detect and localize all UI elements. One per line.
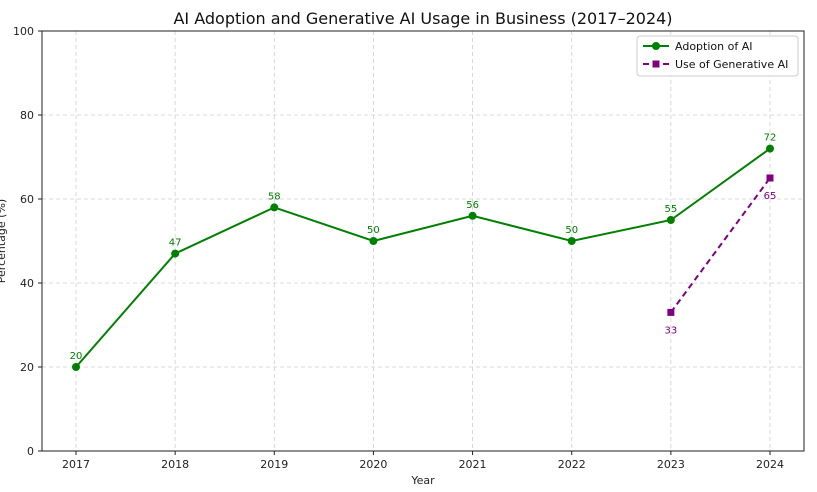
x-tick-label: 2024 (756, 458, 784, 471)
plot-area (42, 31, 804, 451)
x-tick-label: 2017 (62, 458, 90, 471)
data-point (666, 216, 675, 224)
y-tick-label: 20 (20, 361, 34, 374)
data-point (468, 211, 477, 220)
data-label: 50 (565, 225, 578, 236)
data-label: 47 (169, 238, 182, 249)
legend-item: Adoption of AI (643, 40, 752, 53)
plot-frame (41, 30, 805, 452)
data-point (72, 363, 80, 371)
legend-box (636, 35, 799, 77)
data-label: 72 (764, 133, 777, 144)
x-axis-title: Year (410, 474, 435, 487)
x-tick-label: 2018 (161, 458, 189, 471)
x-tick-label: 2019 (260, 458, 288, 471)
legend-marker (652, 60, 660, 68)
x-tick-label: 2023 (657, 458, 685, 471)
data-label: 20 (70, 351, 83, 362)
y-tick-label: 80 (20, 109, 34, 122)
data-point (667, 308, 675, 316)
legend-label: Use of Generative AI (675, 58, 788, 71)
data-label: 65 (764, 191, 777, 202)
legend: Adoption of AI Use of Generative AI (636, 35, 799, 77)
y-tick-label: 0 (27, 445, 34, 458)
data-point (369, 237, 378, 245)
y-tick-label: 100 (13, 25, 34, 38)
data-label: 56 (466, 200, 479, 211)
data-point (171, 249, 180, 258)
series-line (75, 147, 771, 368)
series-0: 20 47 58 50 56 50 55 72 (70, 133, 777, 371)
data-label: 55 (664, 204, 677, 215)
x-tick-label: 2022 (558, 458, 586, 471)
y-axis-ticks: 0 20 40 60 80 100 (13, 25, 42, 458)
legend-marker (652, 42, 660, 50)
data-point (766, 144, 774, 153)
y-tick-label: 60 (20, 193, 34, 206)
data-label: 58 (268, 191, 281, 202)
legend-item: Use of Generative AI (643, 58, 788, 71)
data-point (766, 174, 774, 182)
data-label: 50 (367, 225, 380, 236)
y-tick-label: 40 (20, 277, 34, 290)
x-axis-ticks: 2017 2018 2019 2020 2021 2022 2023 2024 (62, 451, 784, 471)
data-point (567, 237, 576, 245)
y-axis-title: Percentage (%) (0, 199, 8, 283)
series-line (670, 177, 771, 313)
data-label: 33 (664, 325, 677, 336)
chart-title: AI Adoption and Generative AI Usage in B… (173, 9, 672, 28)
x-tick-label: 2021 (459, 458, 487, 471)
x-tick-label: 2020 (359, 458, 387, 471)
series-1: 33 65 (664, 174, 777, 336)
legend-label: Adoption of AI (675, 40, 752, 53)
series-layer: 20 47 58 50 56 50 55 72 33 65 (70, 133, 777, 371)
data-point (270, 203, 279, 212)
